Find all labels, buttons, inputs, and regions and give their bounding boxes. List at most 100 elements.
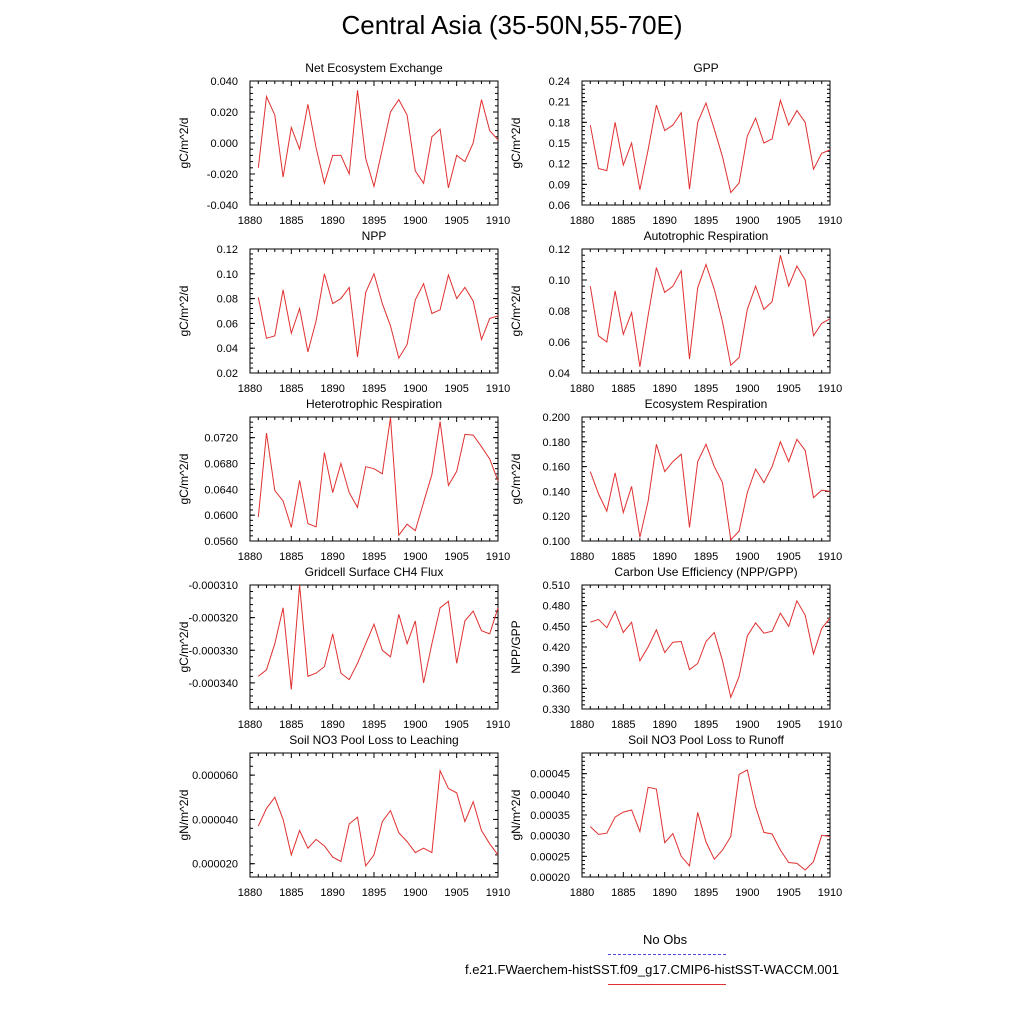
y-tick-label: 0.040 xyxy=(210,76,238,88)
series-line xyxy=(257,90,499,189)
y-tick-label: 0.21 xyxy=(549,97,570,109)
x-tick-label: 1880 xyxy=(570,719,594,731)
y-tick-label: 0.000 xyxy=(210,138,238,150)
y-tick-label: 0.330 xyxy=(542,704,570,716)
y-tick-label: 0.18 xyxy=(549,117,570,129)
y-tick-label: 0.360 xyxy=(542,683,570,695)
panel-title: Heterotrophic Respiration xyxy=(306,397,442,411)
x-tick-label: 1905 xyxy=(444,551,468,563)
y-tick-label: 0.00035 xyxy=(530,810,570,822)
x-tick-label: 1880 xyxy=(570,887,594,899)
x-tick-label: 1900 xyxy=(735,551,759,563)
x-tick-label: 1885 xyxy=(279,215,303,227)
x-tick-label: 1905 xyxy=(776,383,800,395)
x-tick-label: 1900 xyxy=(403,215,427,227)
y-tick-label: 0.0640 xyxy=(204,484,238,496)
y-tick-label: 0.12 xyxy=(549,159,570,171)
y-axis-label: gC/m^2/d xyxy=(509,454,523,505)
x-tick-label: 1910 xyxy=(486,551,510,563)
panel-title: Carbon Use Efficiency (NPP/GPP) xyxy=(614,565,797,579)
panel-title: Ecosystem Respiration xyxy=(645,397,768,411)
x-tick-label: 1880 xyxy=(238,887,262,899)
panel-title: Gridcell Surface CH4 Flux xyxy=(305,565,444,579)
x-tick-label: 1895 xyxy=(694,551,718,563)
y-tick-label: 0.000020 xyxy=(192,859,238,871)
x-tick-label: 1900 xyxy=(735,383,759,395)
y-tick-label: 0.120 xyxy=(542,511,570,523)
legend-obs-label: No Obs xyxy=(643,932,688,947)
x-tick-label: 1910 xyxy=(486,887,510,899)
x-tick-label: 1905 xyxy=(776,719,800,731)
chart-panel: Net Ecosystem Exchange gC/m^2/d 1880 1885 18… xyxy=(177,61,510,227)
x-tick-label: 1895 xyxy=(694,215,718,227)
x-tick-label: 1910 xyxy=(486,215,510,227)
y-tick-label: 0.420 xyxy=(542,642,570,654)
y-tick-label: 0.000040 xyxy=(192,814,238,826)
y-tick-label: 0.10 xyxy=(217,269,238,281)
y-axis-label: gN/m^2/d xyxy=(177,790,191,841)
series-line xyxy=(589,769,831,871)
x-tick-label: 1905 xyxy=(776,887,800,899)
x-tick-label: 1900 xyxy=(735,887,759,899)
x-tick-label: 1890 xyxy=(320,551,344,563)
x-tick-label: 1885 xyxy=(611,215,635,227)
x-tick-label: 1900 xyxy=(735,215,759,227)
y-tick-label: 0.450 xyxy=(542,621,570,633)
series-line xyxy=(257,768,499,868)
y-tick-label: 0.00020 xyxy=(530,872,570,884)
chart-panel: Heterotrophic Respiration gC/m^2/d 1880 188… xyxy=(177,397,510,563)
x-tick-label: 1910 xyxy=(818,719,842,731)
x-tick-label: 1885 xyxy=(611,887,635,899)
x-tick-label: 1880 xyxy=(570,551,594,563)
y-tick-label: 0.08 xyxy=(217,294,238,306)
y-tick-label: 0.510 xyxy=(542,580,570,592)
y-axis-label: gC/m^2/d xyxy=(177,286,191,337)
y-tick-label: 0.12 xyxy=(549,244,570,256)
y-tick-label: 0.00040 xyxy=(530,789,570,801)
x-tick-label: 1905 xyxy=(776,551,800,563)
y-tick-label: 0.200 xyxy=(542,412,570,424)
legend-model-line xyxy=(608,984,726,985)
legend-obs-line xyxy=(608,954,726,955)
plot-frame xyxy=(581,584,831,710)
plot-frame xyxy=(581,416,831,542)
y-axis-label: gC/m^2/d xyxy=(177,118,191,169)
x-tick-label: 1910 xyxy=(818,551,842,563)
y-axis-label: gC/m^2/d xyxy=(177,622,191,673)
y-tick-label: 0.10 xyxy=(549,275,570,287)
y-tick-label: 0.100 xyxy=(542,536,570,548)
y-tick-label: 0.00025 xyxy=(530,851,570,863)
y-tick-label: 0.0600 xyxy=(204,510,238,522)
y-tick-label: 0.06 xyxy=(217,318,238,330)
x-tick-label: 1880 xyxy=(238,551,262,563)
x-tick-label: 1905 xyxy=(444,887,468,899)
x-tick-label: 1895 xyxy=(694,887,718,899)
x-tick-label: 1910 xyxy=(486,719,510,731)
panel-title: NPP xyxy=(362,229,387,243)
series-line xyxy=(589,98,831,194)
panel-title: Net Ecosystem Exchange xyxy=(305,61,443,75)
x-tick-label: 1885 xyxy=(611,719,635,731)
x-tick-label: 1910 xyxy=(486,383,510,395)
y-tick-label: 0.00045 xyxy=(530,769,570,781)
y-tick-label: -0.040 xyxy=(207,200,238,212)
x-tick-label: 1885 xyxy=(611,551,635,563)
x-tick-label: 1880 xyxy=(570,215,594,227)
x-tick-label: 1895 xyxy=(362,215,386,227)
y-axis-label: gC/m^2/d xyxy=(177,454,191,505)
y-tick-label: 0.390 xyxy=(542,663,570,675)
y-axis-label: NPP/GPP xyxy=(509,620,523,673)
y-tick-label: 0.04 xyxy=(549,368,570,380)
chart-panel: Gridcell Surface CH4 Flux gC/m^2/d 1880 188… xyxy=(177,565,510,731)
y-tick-label: 0.08 xyxy=(549,306,570,318)
x-tick-label: 1900 xyxy=(403,383,427,395)
y-tick-label: 0.020 xyxy=(210,107,238,119)
series-line xyxy=(589,438,831,541)
y-tick-label: 0.12 xyxy=(217,244,238,256)
x-tick-label: 1900 xyxy=(403,887,427,899)
x-tick-label: 1910 xyxy=(818,383,842,395)
page-title: Central Asia (35-50N,55-70E) xyxy=(341,10,683,40)
x-tick-label: 1880 xyxy=(570,383,594,395)
x-tick-label: 1895 xyxy=(362,887,386,899)
